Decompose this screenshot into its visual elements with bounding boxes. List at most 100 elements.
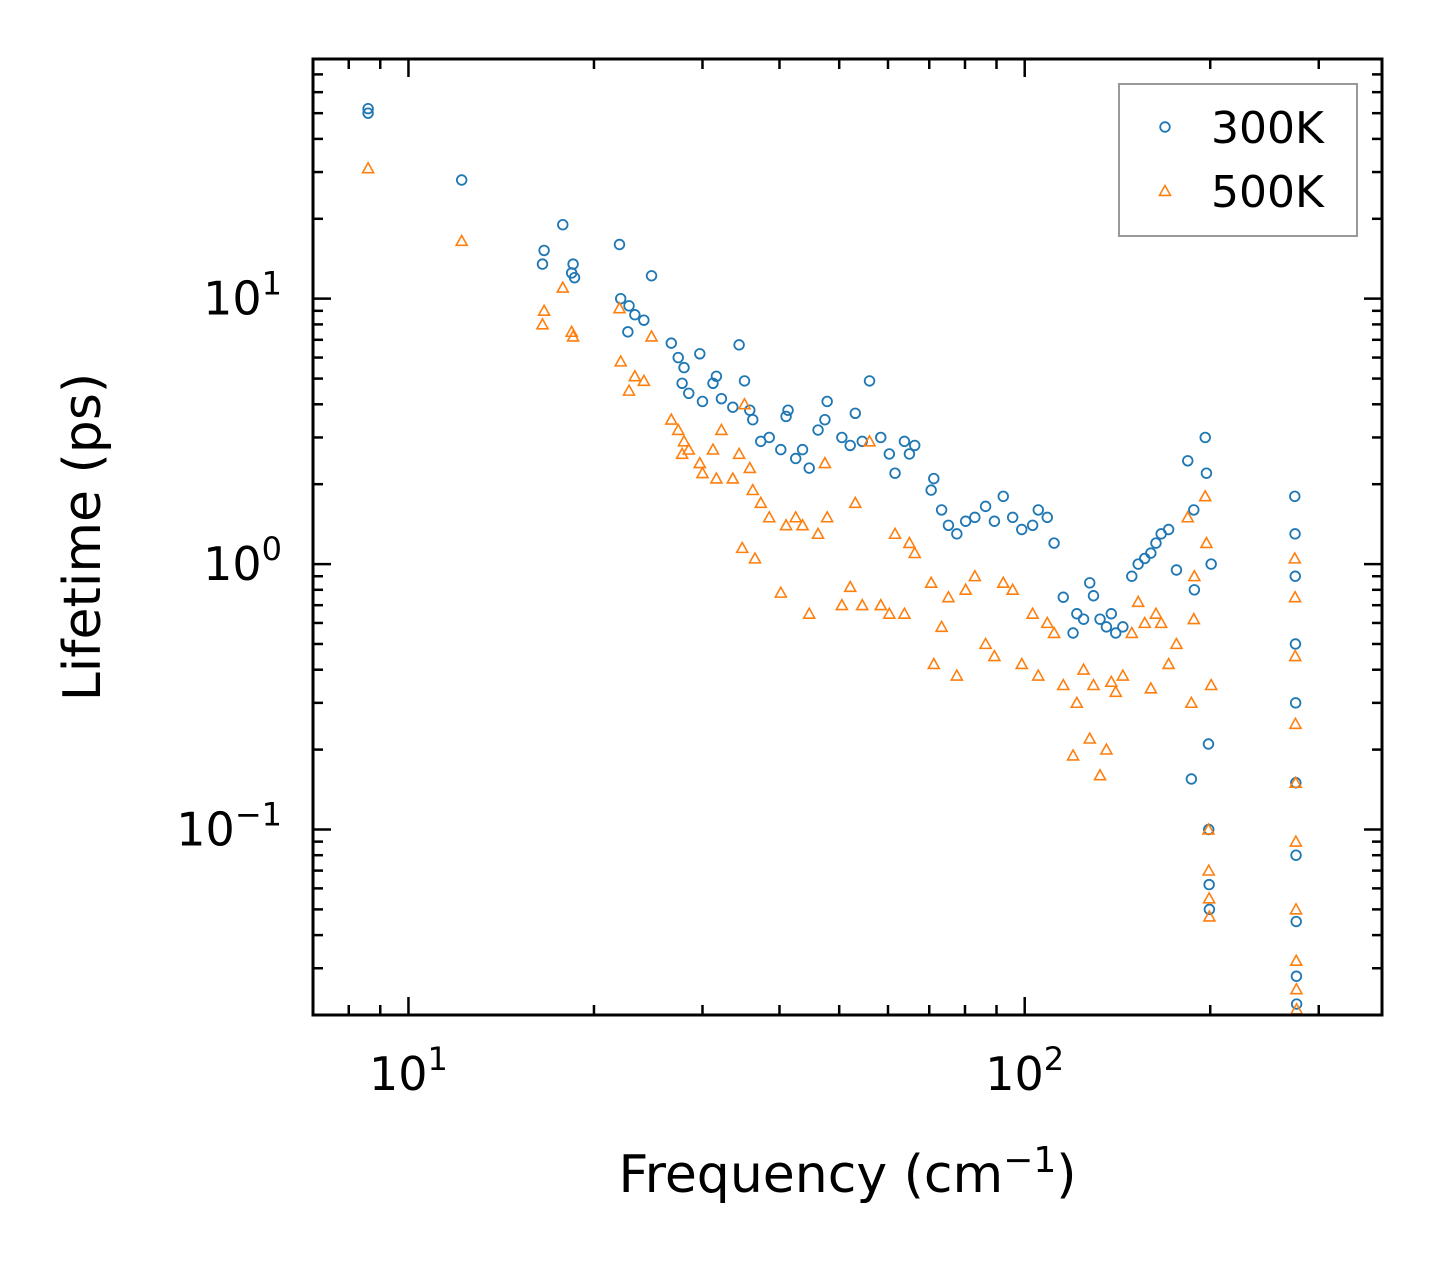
data-point-500k — [1031, 668, 1046, 681]
data-point-500k — [958, 582, 973, 596]
data-point-500k — [987, 648, 1002, 662]
data-point-300k — [875, 431, 887, 444]
data-point-500k — [902, 535, 917, 549]
data-point-500k — [1202, 909, 1217, 922]
data-point-300k — [1048, 537, 1060, 549]
data-point-500k — [818, 456, 832, 469]
data-point-300k — [1188, 584, 1201, 596]
data-point-300k — [1084, 577, 1096, 589]
data-point-300k — [733, 339, 745, 351]
data-point-500k — [725, 471, 740, 484]
data-point-500k — [873, 598, 888, 611]
data-point-500k — [855, 598, 870, 611]
data-point-300k — [836, 431, 848, 444]
data-point-300k — [959, 515, 972, 527]
data-point-300k — [925, 484, 937, 496]
data-point-500k — [664, 412, 679, 425]
data-point-300k — [536, 258, 549, 270]
data-point-500k — [1288, 648, 1303, 662]
data-point-500k — [1040, 615, 1055, 629]
data-point-300k — [1290, 970, 1303, 982]
data-point-300k — [710, 370, 723, 382]
data-point-500k — [737, 397, 752, 410]
data-point-500k — [1202, 891, 1217, 904]
data-point-500k — [1289, 953, 1304, 967]
data-point-500k — [1161, 656, 1176, 670]
data-point-500k — [1082, 731, 1097, 744]
legend-label-500K: 500K — [1211, 167, 1325, 218]
data-point-500k — [714, 422, 729, 436]
data-point-300k — [909, 439, 921, 452]
data-point-300k — [812, 424, 824, 436]
data-point-300k — [1182, 455, 1194, 467]
data-point-500k — [681, 442, 696, 455]
data-point-300k — [1200, 467, 1213, 479]
data-point-300k — [1094, 613, 1106, 625]
data-point-500k — [706, 442, 720, 455]
data-point-300k — [1016, 523, 1028, 536]
data-point-500k — [612, 301, 627, 314]
data-point-300k — [1290, 849, 1302, 861]
data-point-300k — [715, 392, 728, 405]
data-point-500k — [888, 526, 902, 540]
data-point-500k — [1288, 590, 1302, 603]
data-point-300k — [863, 375, 876, 387]
plot-frame — [311, 57, 1384, 1017]
data-point-500k — [1047, 625, 1061, 639]
data-point-500k — [555, 280, 570, 293]
data-point-500k — [627, 369, 642, 382]
data-point-300k — [1290, 998, 1303, 1010]
data-point-500k — [677, 434, 691, 447]
data-point-300k — [763, 431, 775, 444]
data-point-500k — [1099, 742, 1114, 755]
data-point-500k — [1086, 677, 1101, 691]
data-point-500k — [709, 471, 724, 484]
data-point-300k — [622, 326, 634, 338]
data-point-300k — [969, 511, 981, 524]
data-point-500k — [820, 510, 835, 523]
data-point-500k — [1198, 489, 1213, 502]
data-point-300k — [782, 404, 794, 416]
data-point-300k — [665, 337, 677, 349]
data-point-300k — [1006, 511, 1019, 524]
data-point-300k — [538, 244, 550, 257]
data-point-500k — [934, 619, 949, 633]
data-point-300k — [1170, 564, 1183, 576]
data-point-500k — [835, 598, 849, 611]
y-tick-label: 101 — [203, 265, 282, 326]
data-point-500k — [1108, 684, 1123, 698]
data-point-300k — [844, 439, 856, 452]
data-point-300k — [629, 309, 641, 321]
y-tick-label: 100 — [203, 530, 282, 591]
data-point-300k — [1162, 523, 1175, 536]
data-point-300k — [1041, 511, 1053, 524]
y-tick-label: 10−1 — [176, 795, 282, 856]
data-point-500k — [811, 526, 825, 540]
legend-box — [1118, 83, 1358, 237]
data-point-300k — [1126, 570, 1138, 582]
data-point-300k — [1289, 697, 1302, 709]
tick-labels: 101 102 10−1 100 101 — [176, 265, 1064, 1101]
series-500K — [361, 161, 1304, 1015]
data-point-300k — [1110, 627, 1122, 639]
data-point-300k — [935, 504, 948, 516]
data-point-300k — [796, 443, 809, 456]
data-point-300k — [738, 375, 751, 387]
data-point-300k — [1100, 621, 1113, 633]
data-point-300k — [775, 443, 787, 456]
data-point-500k — [1184, 695, 1199, 709]
data-point-300k — [623, 300, 635, 312]
data-point-500k — [564, 324, 579, 338]
data-point-500k — [1154, 615, 1169, 629]
data-point-500k — [924, 575, 939, 589]
data-point-300k — [819, 413, 831, 426]
data-point-300k — [1290, 915, 1302, 928]
data-point-300k — [1071, 608, 1083, 620]
data-point-500k — [1093, 768, 1107, 781]
data-point-300k — [1087, 590, 1100, 602]
x-tick-label: 102 — [985, 1040, 1064, 1101]
data-point-300k — [645, 270, 658, 282]
data-point-500k — [748, 551, 762, 564]
data-point-500k — [671, 422, 686, 436]
